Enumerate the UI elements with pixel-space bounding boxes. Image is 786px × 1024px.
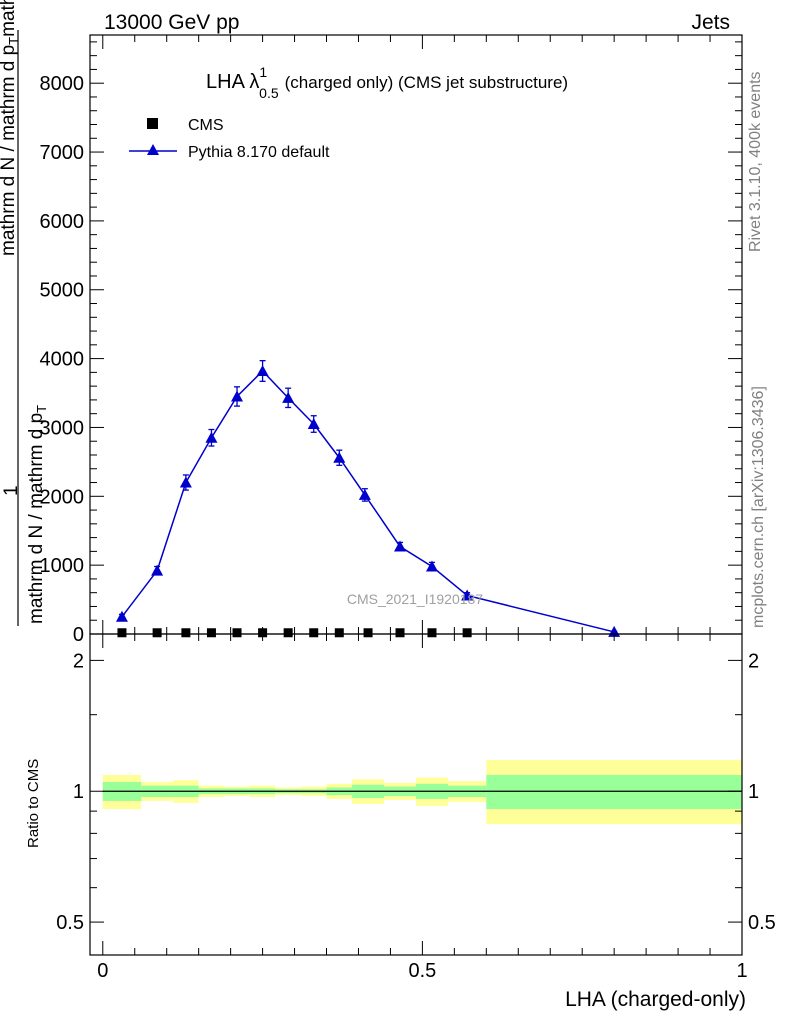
legend: CMS Pythia 8.170 default [129,117,330,161]
ratio-y-tick-label: 0.5 [56,912,84,934]
ratio-y-tick-label: 1 [73,781,84,803]
y-tick-label: 4000 [40,349,85,371]
pythia-point [307,418,320,430]
ratio-y-tick-label-right: 0.5 [748,912,776,934]
legend-label-pythia: Pythia 8.170 default [188,144,330,161]
x-tick-label: 0.5 [408,960,436,982]
cms-point [427,628,437,638]
ratio-y-tick-label-right: 1 [748,781,759,803]
ratio-panel: 0.5 0.5 1 1 2 2 0 0.5 1 Ratio to CMS LHA (charge… [25,633,776,1011]
main-ticks: 0 1000 2000 3000 4000 5000 6000 7000 8000 [40,35,743,646]
y-tick-label: 3000 [40,417,85,439]
pythia-point [461,589,474,601]
ratio-ticks: 0.5 0.5 1 1 2 2 0 0.5 1 [56,634,776,982]
cms-point [283,628,293,638]
pythia-point [231,390,244,402]
header-category: Jets [691,11,730,34]
cms-point [258,628,268,638]
x-tick-label: 1 [736,960,747,982]
pythia-point [115,610,128,622]
svg-text:1: 1 [1,485,22,496]
pythia-point [425,560,438,572]
y-tick-label: 7000 [40,142,85,164]
y-tick-label: 8000 [40,73,85,95]
cms-point [309,628,319,638]
analysis-watermark: CMS_2021_I1920187 [347,591,483,607]
ratio-ylabel: Ratio to CMS [25,759,42,848]
mcplots-label: mcplots.cern.ch [arXiv:1306.3436] [750,386,767,628]
ratio-y-tick-label: 2 [73,650,84,672]
main-plot-area [115,360,621,638]
pythia-point [358,488,371,500]
x-tick-label: 0 [97,960,108,982]
ratio-y-tick-label-right: 2 [748,650,759,672]
cms-point [462,628,472,638]
legend-marker-pythia [147,144,159,155]
main-panel: 0 1000 2000 3000 4000 5000 6000 7000 8000 CMS_20… [0,0,743,646]
cms-point [334,628,344,638]
x-axis-label: LHA (charged-only) [565,988,746,1011]
cms-point [395,628,405,638]
cms-point [232,628,242,638]
pythia-point [205,431,218,443]
pythia-point [179,476,192,488]
pythia-point [282,391,295,403]
y-tick-label: 1000 [40,555,85,577]
cms-point [181,628,191,638]
ratio-frame [89,633,743,956]
y-tick-label: 0 [73,624,84,646]
legend-label-cms: CMS [188,117,224,134]
pythia-point [333,451,346,463]
pythia-point [394,540,407,552]
ratio-band-inner [486,774,742,810]
cms-point [152,628,162,638]
plot-title: LHA λ1 0.5(charged only) (CMS jet substru… [206,64,568,101]
cms-point [206,628,216,638]
y-tick-label: 2000 [40,486,85,508]
cms-point [363,628,373,638]
y-tick-label: 5000 [40,280,85,302]
rivet-label: Rivet 3.1.10, 400k events [747,71,764,252]
svg-text:mathrm d N / mathrm d pT: mathrm d N / mathrm d pT [26,405,49,624]
y-tick-label: 6000 [40,211,85,233]
svg-text:mathrm d N / mathrm d pTmathrm: mathrm d N / mathrm d pTmathrm d lambda [0,0,21,256]
main-ylabel: mathrm d N / mathrm d pTmathrm d lambda … [0,0,49,626]
header-process: 13000 GeV pp [104,11,239,34]
pythia-point [256,364,269,376]
pythia-series-line [121,369,615,633]
cms-point [117,628,127,638]
ratio-plot-area [102,759,742,825]
pythia-point [151,564,164,576]
legend-marker-cms [147,118,158,129]
